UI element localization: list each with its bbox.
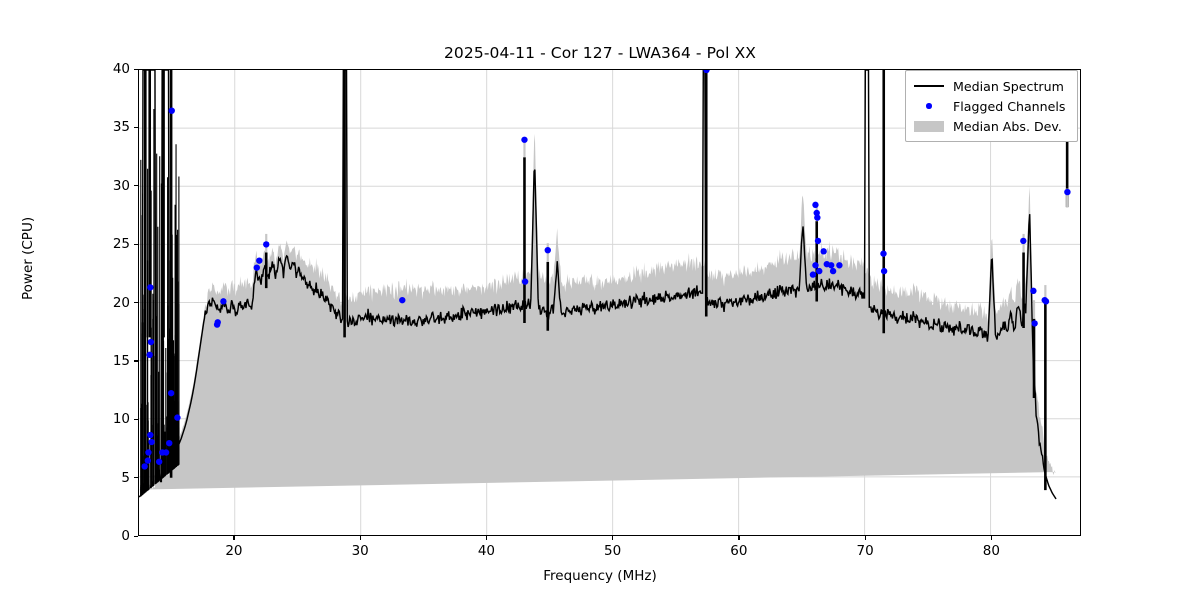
flagged-channel-point bbox=[814, 237, 822, 245]
flagged-channel-point bbox=[816, 267, 823, 275]
y-tick-label: 0 bbox=[121, 528, 130, 544]
flagged-channel-point bbox=[167, 389, 175, 397]
flagged-channel-point bbox=[256, 257, 263, 264]
flagged-channel-point bbox=[147, 284, 154, 291]
x-tick-label: 20 bbox=[225, 543, 243, 559]
x-tick-mark bbox=[738, 536, 740, 540]
flagged-channel-point bbox=[880, 267, 888, 275]
page-title: 2025-04-11 - Cor 127 - LWA364 - Pol XX bbox=[443, 44, 757, 62]
flagged-channel-point bbox=[220, 298, 227, 305]
flagged-channel-point bbox=[166, 439, 173, 447]
flagged-channel-point bbox=[147, 338, 155, 346]
median-abs-dev-band bbox=[139, 133, 1057, 490]
median-spectrum-line bbox=[139, 70, 1057, 500]
flagged-channel-point bbox=[1030, 287, 1037, 295]
flagged-channel-point bbox=[146, 351, 153, 359]
flagged-channel-point bbox=[703, 70, 710, 74]
flagged-channel-point bbox=[809, 271, 817, 278]
legend-label: Median Spectrum bbox=[953, 78, 1064, 94]
legend-item-median-abs-dev: Median Abs. Dev. bbox=[912, 116, 1070, 136]
flagged-channel-point bbox=[521, 278, 529, 285]
y-tick-label: 15 bbox=[112, 352, 130, 369]
y-tick-label: 25 bbox=[112, 236, 130, 253]
x-axis-label: Frequency (MHz) bbox=[543, 568, 657, 584]
low-band-saturation bbox=[140, 108, 180, 497]
flagged-channel-point bbox=[814, 214, 821, 221]
flagged-channel-point bbox=[828, 262, 835, 269]
flagged-channel-point bbox=[141, 463, 148, 470]
flagged-channel-point bbox=[162, 449, 170, 456]
dot-swatch-icon bbox=[912, 103, 946, 109]
flagged-channel-point bbox=[812, 201, 819, 209]
x-tick-label: 80 bbox=[982, 543, 1000, 559]
x-tick-mark bbox=[990, 536, 993, 540]
flagged-channel-point bbox=[829, 267, 837, 275]
flagged-channel-point bbox=[155, 458, 163, 465]
flagged-channel-point bbox=[1031, 320, 1038, 327]
x-tick-mark bbox=[864, 536, 866, 540]
x-tick-mark bbox=[485, 536, 488, 540]
line-swatch-icon bbox=[912, 84, 946, 88]
flagged-channel-point bbox=[521, 136, 528, 143]
y-tick-label: 35 bbox=[112, 119, 130, 136]
legend-label: Median Abs. Dev. bbox=[953, 118, 1062, 134]
flagged-channels-layer bbox=[141, 70, 1071, 470]
y-tick-label: 30 bbox=[112, 177, 130, 194]
y-axis-label: Power (CPU) bbox=[20, 216, 36, 300]
legend-item-flagged-channels: Flagged Channels bbox=[912, 96, 1070, 116]
flagged-channel-point bbox=[836, 262, 843, 269]
patch-swatch-icon bbox=[912, 120, 946, 132]
flagged-channel-point bbox=[253, 264, 260, 271]
flagged-channel-point bbox=[1020, 237, 1027, 245]
x-tick-label: 40 bbox=[477, 543, 495, 559]
flagged-channel-point bbox=[399, 296, 406, 304]
legend-item-median-spectrum: Median Spectrum bbox=[912, 76, 1070, 96]
flagged-channel-point bbox=[174, 414, 181, 421]
x-tick-mark bbox=[233, 536, 235, 540]
chart-legend: Median Spectrum Flagged Channels Median … bbox=[905, 70, 1078, 142]
legend-label: Flagged Channels bbox=[953, 98, 1066, 114]
flagged-channel-point bbox=[147, 431, 154, 439]
flagged-channel-point bbox=[1042, 298, 1050, 305]
y-tick-label: 40 bbox=[112, 61, 130, 77]
flagged-channel-point bbox=[263, 241, 270, 248]
flagged-channel-point bbox=[168, 107, 175, 114]
flagged-channel-point bbox=[144, 457, 152, 464]
y-tick-label: 10 bbox=[112, 411, 130, 428]
x-tick-label: 60 bbox=[730, 543, 748, 559]
flagged-channel-point bbox=[820, 248, 827, 255]
flagged-channel-point bbox=[812, 262, 819, 269]
y-tick-label: 20 bbox=[112, 294, 130, 311]
x-tick-mark bbox=[359, 536, 361, 540]
x-tick-label: 70 bbox=[856, 543, 874, 559]
flagged-channel-point bbox=[544, 246, 551, 254]
x-tick-label: 30 bbox=[351, 543, 369, 559]
flagged-channel-point bbox=[145, 449, 152, 456]
y-tick-label: 5 bbox=[121, 469, 130, 486]
x-tick-mark bbox=[612, 536, 614, 540]
flagged-channel-point bbox=[148, 438, 155, 446]
flagged-channel-point bbox=[214, 319, 221, 326]
flagged-channel-point bbox=[813, 209, 820, 217]
flagged-channel-point bbox=[880, 250, 887, 257]
x-tick-label: 50 bbox=[604, 543, 622, 559]
flagged-channel-point bbox=[1064, 188, 1071, 196]
rfi-spikes bbox=[144, 70, 1069, 491]
plot-axes bbox=[138, 69, 1081, 536]
